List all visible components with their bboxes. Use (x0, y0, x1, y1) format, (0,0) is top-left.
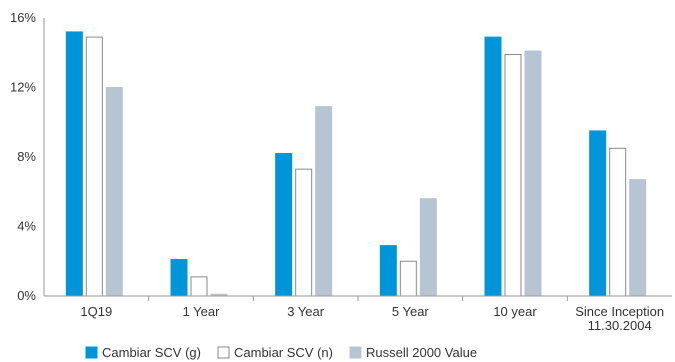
bar-russell-2000-value (315, 106, 333, 297)
y-tick-label: 16% (10, 10, 36, 25)
bar-cambiar-scv-g (65, 31, 83, 297)
legend-label: Russell 2000 Value (366, 345, 477, 360)
bar-cambiar-scv-g (170, 259, 188, 297)
bar-cambiar-scv-g (275, 153, 293, 297)
bar-cambiar-scv-n (85, 36, 103, 297)
legend-label: Cambiar SCV (n) (234, 345, 333, 360)
bars (65, 31, 647, 297)
bar-cambiar-scv-n (399, 260, 417, 297)
y-tick-label: 4% (17, 219, 36, 234)
legend-label: Cambiar SCV (g) (102, 345, 201, 360)
x-axis: 1Q19 1 Year 3 Year 5 Year 10 year Since Incep… (44, 295, 672, 333)
x-tick-label: Since Inception 11.30.2004 (575, 304, 664, 333)
x-tick-label: 3 Year (287, 304, 325, 319)
bar-cambiar-scv-n (190, 276, 208, 297)
y-tick-label: 12% (10, 80, 36, 95)
legend-swatch (349, 346, 362, 359)
y-tick-label: 0% (17, 288, 36, 303)
bar-cambiar-scv-n (504, 53, 522, 297)
bar-russell-2000-value (629, 179, 647, 297)
bar-russell-2000-value (524, 50, 542, 297)
bar-cambiar-scv-g (484, 36, 502, 297)
legend-swatch (217, 346, 230, 359)
bar-cambiar-scv-g (379, 245, 397, 297)
legend: Cambiar SCV (g) Cambiar SCV (n) Russell 20… (85, 345, 477, 360)
x-tick-label: 1 Year (183, 304, 221, 319)
x-tick-label: 1Q19 (80, 304, 112, 319)
x-tick-label: 5 Year (392, 304, 430, 319)
bar-cambiar-scv-n (295, 168, 313, 297)
bar-cambiar-scv-n (609, 147, 627, 297)
y-axis: 0% 4% 8% 12% 16% (10, 10, 45, 303)
y-tick-label: 8% (17, 149, 36, 164)
legend-swatch (85, 346, 98, 359)
x-tick-label: 10 year (493, 304, 537, 319)
bar-russell-2000-value (419, 198, 437, 297)
bar-cambiar-scv-g (589, 130, 607, 297)
bar-russell-2000-value (105, 87, 123, 297)
